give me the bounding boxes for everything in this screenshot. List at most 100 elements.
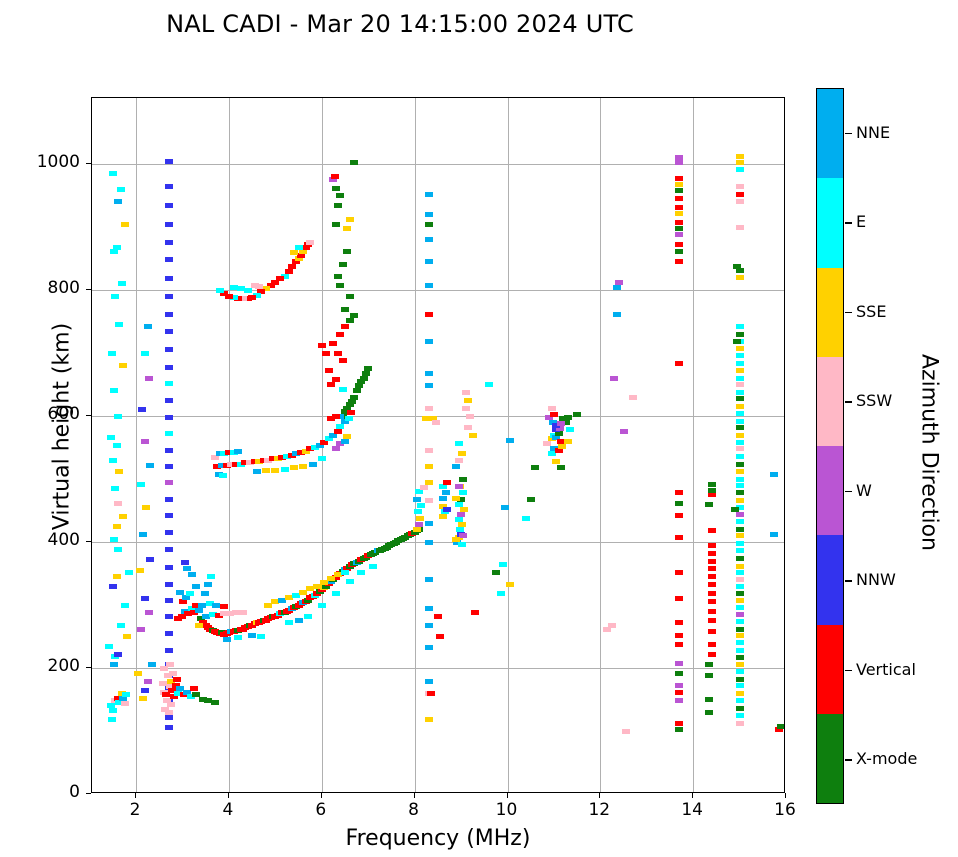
scatter-mark xyxy=(164,647,173,653)
x-tick xyxy=(413,793,415,798)
scatter-mark xyxy=(452,464,461,469)
scatter-mark xyxy=(438,514,447,520)
scatter-mark xyxy=(160,706,169,712)
scatter-mark xyxy=(192,692,201,697)
scatter-mark xyxy=(200,591,209,597)
scatter-mark xyxy=(457,511,466,517)
scatter-mark xyxy=(173,676,181,682)
scatter-mark xyxy=(735,676,744,682)
scatter-mark xyxy=(320,440,329,445)
scatter-mark xyxy=(222,636,231,642)
y-tick-label: 600 xyxy=(47,404,80,425)
scatter-mark xyxy=(735,632,744,638)
page-title: NAL CADI - Mar 20 14:15:00 2024 UTC xyxy=(166,10,634,38)
scatter-mark xyxy=(243,287,252,293)
scatter-mark xyxy=(554,431,563,437)
colorbar-label-e: E xyxy=(856,212,867,232)
scatter-mark xyxy=(164,311,173,317)
scatter-mark xyxy=(424,479,433,485)
scatter-mark xyxy=(735,482,744,488)
scatter-mark xyxy=(324,581,333,587)
scatter-mark xyxy=(735,411,744,417)
scatter-mark xyxy=(733,339,742,345)
scatter-mark xyxy=(164,564,173,570)
scatter-mark xyxy=(542,441,551,447)
scatter-mark xyxy=(348,398,356,404)
scatter-mark xyxy=(289,465,298,471)
scatter-mark xyxy=(322,583,331,589)
y-tick xyxy=(86,541,91,543)
scatter-mark xyxy=(109,248,118,254)
scatter-mark xyxy=(554,448,563,454)
scatter-mark xyxy=(707,481,716,487)
scatter-mark xyxy=(345,217,354,223)
scatter-mark xyxy=(735,395,744,401)
scatter-mark xyxy=(306,586,315,592)
scatter-mark xyxy=(117,186,126,192)
scatter-mark xyxy=(412,527,421,532)
scatter-mark xyxy=(296,253,305,258)
scatter-mark xyxy=(303,242,312,248)
scatter-mark xyxy=(236,286,245,292)
x-axis-title: Frequency (MHz) xyxy=(345,826,531,851)
scatter-mark xyxy=(136,481,145,487)
scatter-mark xyxy=(338,387,347,393)
x-tick-label: 16 xyxy=(774,800,796,820)
gridline-x xyxy=(507,98,509,792)
scatter-mark xyxy=(330,174,339,180)
scatter-mark xyxy=(464,397,472,403)
scatter-mark xyxy=(303,597,312,603)
scatter-mark xyxy=(675,670,684,676)
scatter-mark xyxy=(334,350,342,356)
scatter-mark xyxy=(105,643,114,649)
scatter-mark xyxy=(248,632,257,638)
scatter-mark xyxy=(117,622,126,628)
scatter-mark xyxy=(424,539,433,545)
scatter-mark xyxy=(289,249,298,255)
scatter-mark xyxy=(313,591,322,597)
scatter-mark xyxy=(675,155,684,161)
colorbar-segment-w xyxy=(817,446,843,536)
scatter-mark xyxy=(735,166,744,172)
scatter-mark xyxy=(345,293,354,299)
scatter-mark xyxy=(143,324,152,330)
scatter-mark xyxy=(424,448,433,454)
x-tick xyxy=(135,793,137,798)
scatter-mark xyxy=(459,533,468,539)
scatter-mark xyxy=(257,288,266,294)
scatter-mark xyxy=(735,453,744,459)
scatter-mark xyxy=(343,248,352,254)
scatter-mark xyxy=(735,331,744,337)
colorbar-label-nne: NNE xyxy=(856,122,891,142)
scatter-mark xyxy=(735,154,744,160)
scatter-mark xyxy=(707,608,716,614)
scatter-mark xyxy=(338,262,347,268)
scatter-mark xyxy=(413,496,422,502)
scatter-mark xyxy=(142,504,151,510)
scatter-mark xyxy=(164,276,173,282)
scatter-mark xyxy=(194,607,203,613)
scatter-mark xyxy=(675,210,684,216)
scatter-mark xyxy=(505,437,514,443)
scatter-mark xyxy=(327,576,336,582)
scatter-mark xyxy=(334,273,342,279)
scatter-mark xyxy=(458,451,466,457)
scatter-mark xyxy=(162,698,171,704)
scatter-mark xyxy=(292,259,301,265)
scatter-mark xyxy=(187,605,196,611)
scatter-mark xyxy=(526,496,535,502)
scatter-mark xyxy=(735,440,744,445)
scatter-mark xyxy=(359,375,368,381)
scatter-mark xyxy=(257,634,266,639)
scatter-mark xyxy=(547,435,556,441)
scatter-mark xyxy=(707,542,716,548)
scatter-mark xyxy=(164,496,173,502)
gridline-x xyxy=(600,98,602,792)
scatter-mark xyxy=(735,160,744,166)
scatter-mark xyxy=(440,509,449,515)
scatter-mark xyxy=(306,239,315,245)
scatter-mark xyxy=(415,489,424,495)
scatter-mark xyxy=(109,388,118,394)
scatter-mark xyxy=(556,465,565,471)
gridline-y xyxy=(92,416,784,418)
